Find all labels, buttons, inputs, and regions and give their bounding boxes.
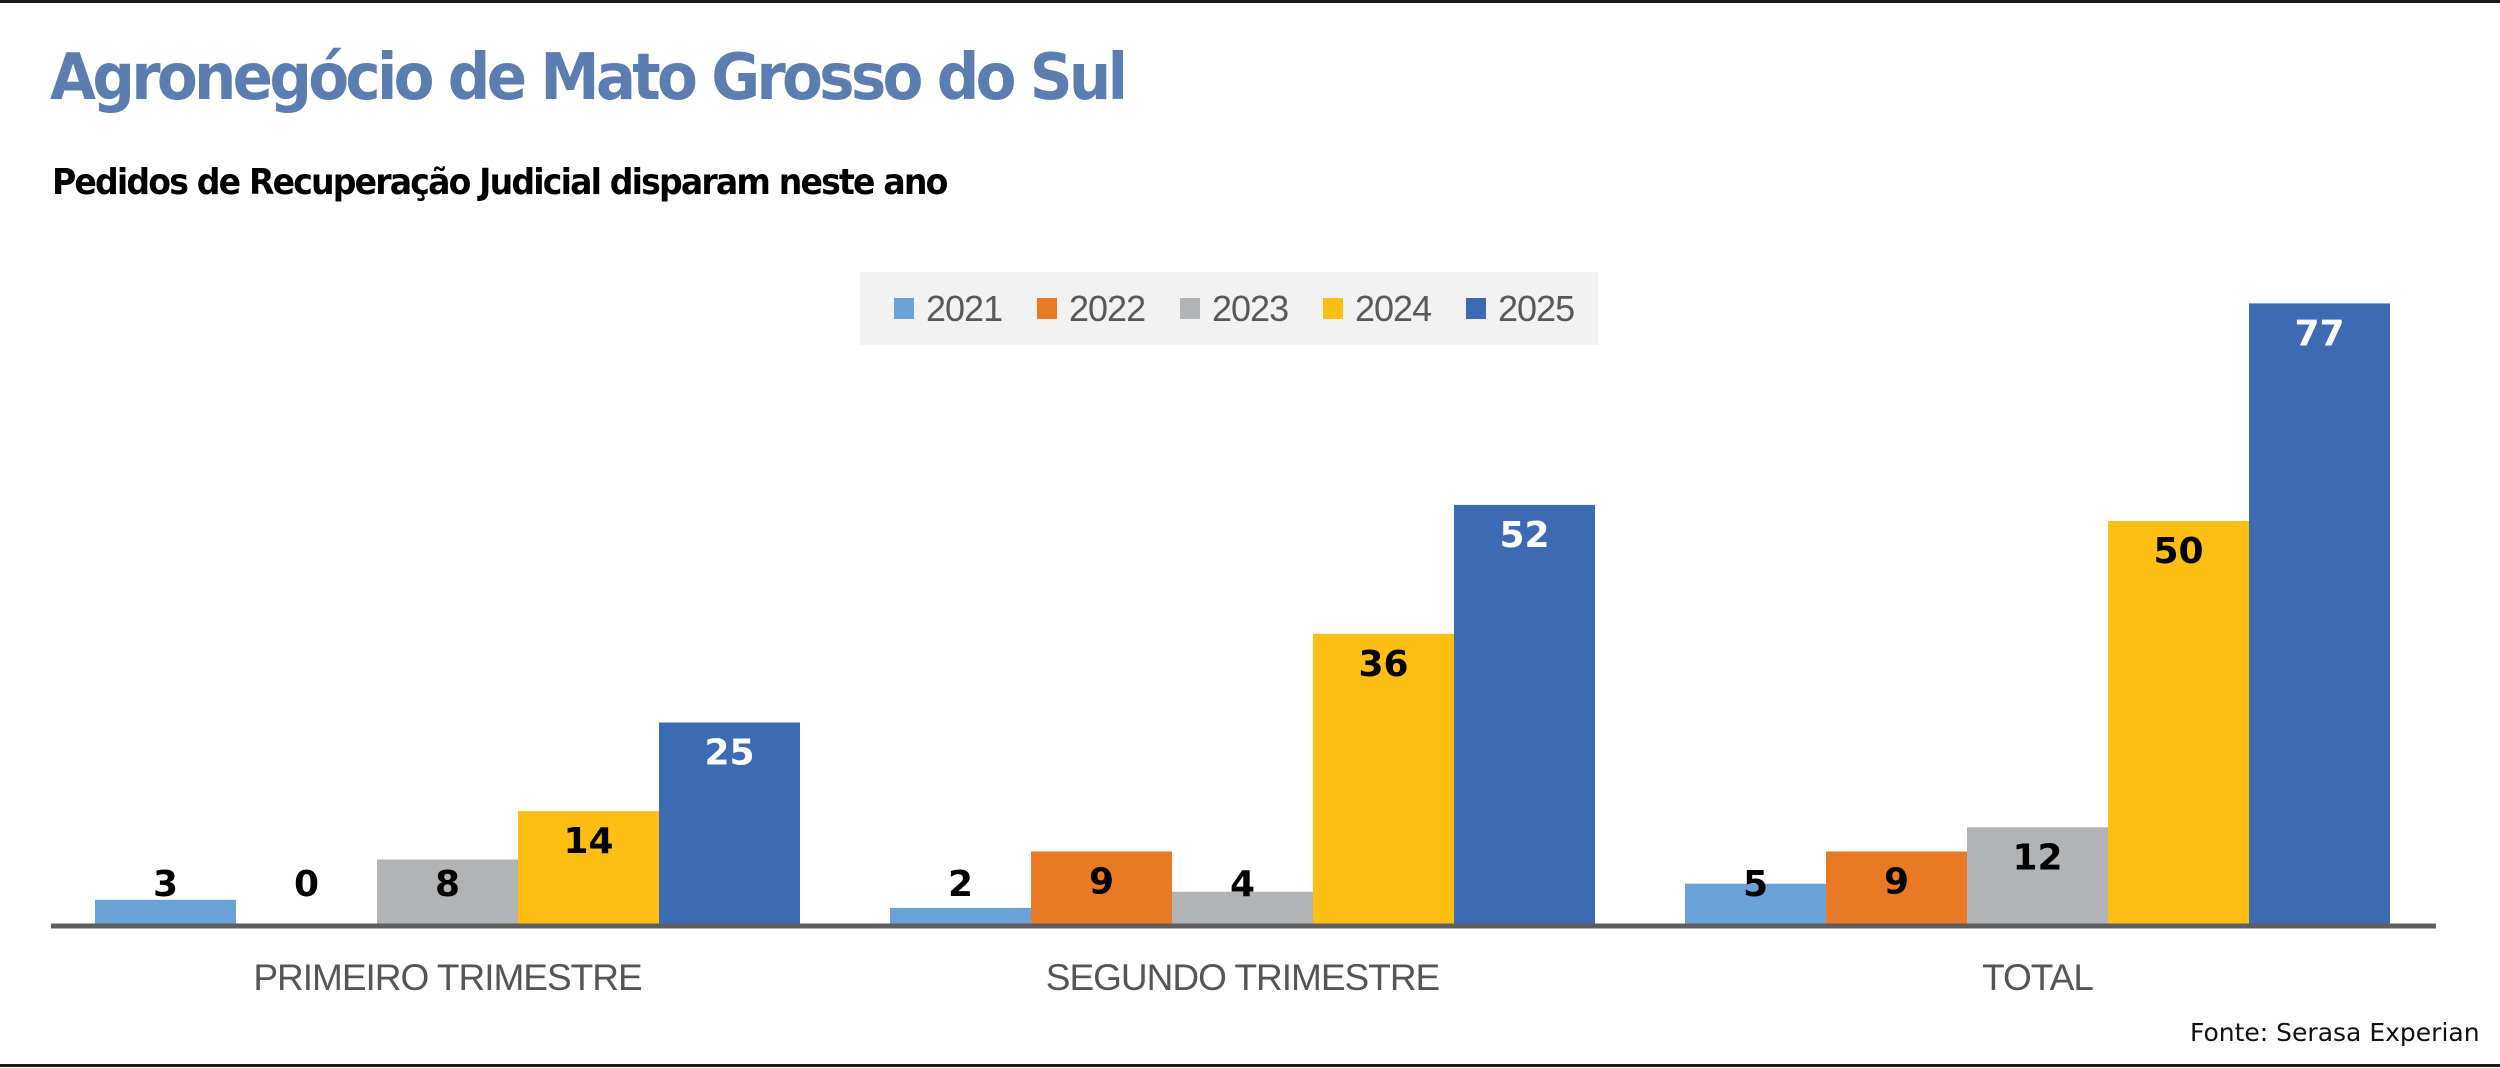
legend-label-2024: 2024 — [1355, 287, 1432, 329]
value-label-segundo-trimestre-2023: 4 — [1230, 864, 1255, 905]
category-label-total: TOTAL — [1982, 957, 2093, 998]
legend-swatch-2022 — [1037, 298, 1057, 319]
bar-total-2023 — [1967, 827, 2108, 924]
category-labels-layer: PRIMEIRO TRIMESTRE SEGUNDO TRIMESTRE TOTAL — [253, 957, 2094, 998]
value-label-total-2021: 5 — [1743, 864, 1768, 905]
bar-segundo-trimestre-2021 — [890, 907, 1031, 924]
legend-label-2025: 2025 — [1498, 287, 1575, 329]
value-label-total-2022: 9 — [1884, 861, 1909, 902]
bar-segundo-trimestre-2024 — [1313, 633, 1454, 924]
chart-subtitle: Pedidos de Recuperação Judicial disparam… — [52, 162, 948, 203]
bar-total-2024 — [2108, 521, 2249, 924]
legend-item-2024: 2024 — [1323, 272, 1432, 345]
value-label-total-2025: 77 — [2294, 313, 2344, 354]
chart-title: Agronegócio de Mato Grosso do Sul — [50, 41, 1128, 115]
bar-primeiro-trimestre-2024 — [518, 811, 659, 924]
category-label-segundo-trimestre: SEGUNDO TRIMESTRE — [1046, 957, 1440, 998]
bar-total-2021 — [1685, 883, 1826, 924]
value-label-segundo-trimestre-2024: 36 — [1358, 644, 1408, 685]
legend-item-2022: 2022 — [1037, 272, 1146, 345]
legend-item-2021: 2021 — [894, 272, 1003, 345]
bar-primeiro-trimestre-2023 — [377, 859, 518, 924]
legend-label-2021: 2021 — [926, 287, 1003, 329]
legend-item-2025: 2025 — [1466, 272, 1575, 345]
top-border — [0, 0, 2500, 3]
bar-primeiro-trimestre-2021 — [95, 899, 236, 924]
value-label-total-2024: 50 — [2153, 531, 2203, 572]
value-label-segundo-trimestre-2025: 52 — [1499, 515, 1549, 556]
legend-label-2023: 2023 — [1212, 287, 1289, 329]
value-label-primeiro-trimestre-2021: 3 — [153, 864, 178, 905]
source-credit: Fonte: Serasa Experian — [2190, 1018, 2480, 1047]
value-label-primeiro-trimestre-2024: 14 — [563, 821, 613, 862]
bars-layer — [95, 303, 2390, 924]
legend-swatch-2021 — [894, 298, 914, 319]
legend-label-2022: 2022 — [1069, 287, 1146, 329]
legend-swatch-2025 — [1466, 298, 1486, 319]
bar-total-2022 — [1826, 851, 1967, 924]
legend-swatch-2024 — [1323, 298, 1343, 319]
value-label-segundo-trimestre-2022: 9 — [1089, 861, 1114, 902]
category-label-primeiro-trimestre: PRIMEIRO TRIMESTRE — [253, 957, 642, 998]
bar-segundo-trimestre-2025 — [1454, 504, 1595, 924]
legend-item-2023: 2023 — [1180, 272, 1289, 345]
value-label-primeiro-trimestre-2023: 8 — [435, 864, 460, 905]
value-label-primeiro-trimestre-2025: 25 — [704, 733, 754, 774]
legend: 2021 2022 2023 2024 2025 — [860, 272, 1598, 345]
legend-swatch-2023 — [1180, 298, 1200, 319]
value-label-segundo-trimestre-2021: 2 — [948, 864, 973, 905]
value-label-primeiro-trimestre-2022: 0 — [294, 864, 319, 905]
bar-segundo-trimestre-2022 — [1031, 851, 1172, 924]
bar-segundo-trimestre-2023 — [1172, 891, 1313, 924]
bar-primeiro-trimestre-2025 — [659, 722, 800, 924]
value-label-total-2023: 12 — [2012, 837, 2062, 878]
bottom-border — [0, 1064, 2500, 1067]
bar-total-2025 — [2249, 303, 2390, 924]
